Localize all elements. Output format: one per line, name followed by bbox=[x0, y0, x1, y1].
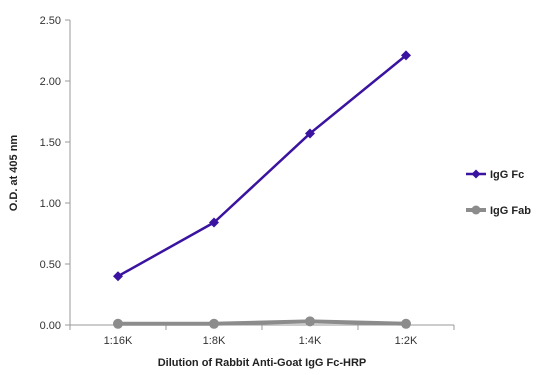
legend: IgG Fc IgG Fab bbox=[466, 169, 531, 217]
legend-label: IgG Fab bbox=[490, 205, 531, 217]
data-point bbox=[209, 318, 219, 329]
x-tick-label: 1:8K bbox=[203, 335, 226, 347]
y-tick-label: 0.00 bbox=[40, 320, 61, 332]
legend-label: IgG Fc bbox=[490, 169, 524, 181]
series-line-0 bbox=[117, 54, 407, 278]
y-tick-label: 2.00 bbox=[40, 76, 61, 88]
x-tick-label: 1:2K bbox=[395, 335, 418, 347]
data-point bbox=[401, 318, 411, 329]
y-tick-label: 2.50 bbox=[40, 15, 61, 27]
data-point bbox=[113, 271, 123, 282]
data-point bbox=[209, 217, 219, 228]
series-line-1 bbox=[118, 319, 407, 326]
y-ticks: 0.00 0.50 1.00 1.50 2.00 2.50 bbox=[40, 15, 70, 332]
axes bbox=[69, 20, 454, 326]
y-tick-label: 0.50 bbox=[40, 259, 61, 271]
y-tick-label: 1.50 bbox=[40, 137, 61, 149]
y-tick-label: 1.00 bbox=[40, 198, 61, 210]
data-point bbox=[401, 50, 411, 61]
y-axis-title: O.D. at 405 nm bbox=[8, 135, 20, 212]
x-tick-label: 1:16K bbox=[104, 335, 133, 347]
x-axis-title: Dilution of Rabbit Anti-Goat IgG Fc-HRP bbox=[158, 357, 367, 369]
legend-marker bbox=[471, 205, 481, 215]
series-layer bbox=[113, 50, 411, 329]
x-ticks: 1:16K 1:8K 1:4K 1:2K bbox=[69, 325, 455, 347]
data-point bbox=[113, 318, 123, 329]
data-point bbox=[305, 316, 315, 327]
x-tick-label: 1:4K bbox=[299, 335, 322, 347]
legend-marker bbox=[471, 169, 481, 179]
data-point bbox=[305, 128, 315, 139]
